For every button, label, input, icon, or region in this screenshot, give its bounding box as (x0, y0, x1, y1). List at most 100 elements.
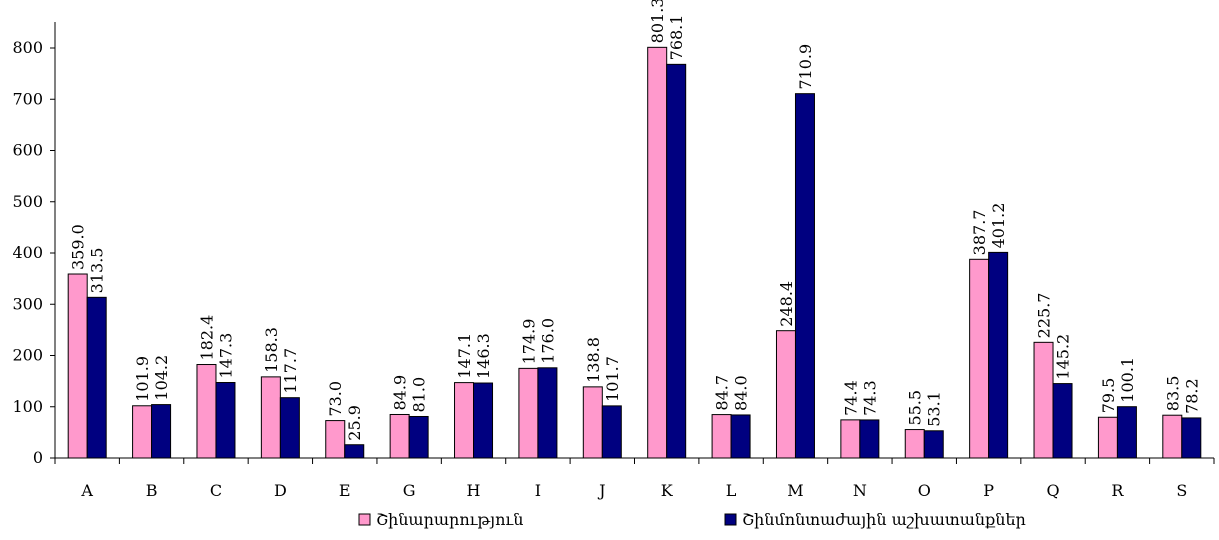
bar-installation-works (408, 415, 429, 459)
data-label: 401.2 (989, 203, 1008, 249)
data-label: 25.9 (345, 405, 364, 441)
data-label: 79.5 (1099, 378, 1118, 414)
bar-installation-works (1181, 417, 1202, 459)
x-tick-label: D (274, 481, 287, 500)
data-label: 53.1 (925, 391, 944, 427)
bar-installation-works (86, 296, 107, 459)
data-label: 147.3 (216, 333, 235, 379)
y-tick-label: 300 (12, 294, 43, 313)
bar-construction (1162, 414, 1183, 459)
bar-construction (260, 376, 281, 459)
x-tick-label: P (983, 481, 994, 500)
data-label: 81.0 (410, 377, 429, 413)
bar-construction (196, 364, 217, 459)
bar-construction (711, 414, 732, 459)
bar-installation-works (537, 367, 558, 459)
x-tick-label: G (403, 481, 416, 500)
x-tick-label: E (339, 481, 351, 500)
data-label: 147.1 (455, 333, 474, 379)
bar-installation-works (215, 382, 236, 459)
bar-construction (1097, 416, 1118, 459)
y-tick-label: 100 (12, 397, 43, 416)
x-tick-label: M (787, 481, 803, 500)
axes: 0 100 200 300 400 500 600 700 800 A B C D E G H I J K L M N O P… (12, 22, 1215, 500)
bar-installation-works (988, 251, 1009, 459)
y-tick-label: 700 (12, 89, 43, 108)
bar-construction (518, 367, 539, 459)
bar-construction (454, 382, 475, 459)
bar-construction (325, 420, 346, 459)
y-tick-label: 600 (12, 141, 43, 160)
data-label: 55.5 (906, 390, 925, 426)
data-label: 387.7 (970, 209, 989, 255)
legend: Շինարարություն Շինմոնտաժային աշխատանքներ (358, 510, 1026, 529)
bar-construction (840, 419, 861, 459)
y-tick-label: 500 (12, 192, 43, 211)
x-tick-label: I (535, 481, 541, 500)
data-label: 74.4 (841, 380, 860, 416)
bar-installation-works (1052, 383, 1073, 459)
x-tick-label: A (80, 481, 93, 500)
x-tick-label: N (853, 481, 867, 500)
data-label: 176.0 (538, 318, 557, 364)
data-label: 146.3 (474, 333, 493, 379)
bar-installation-works (344, 444, 365, 459)
bar-construction (969, 258, 990, 459)
x-tick-label: J (597, 481, 605, 500)
data-label: 182.4 (197, 315, 216, 361)
x-tick-label: C (210, 481, 222, 500)
legend-label-installation-works: Շինմոնտաժային աշխատանքներ (742, 510, 1026, 529)
bar-installation-works (923, 430, 944, 459)
bars (67, 46, 1202, 459)
data-label: 138.8 (584, 337, 603, 383)
x-tick-label: O (918, 481, 931, 500)
data-label: 313.5 (88, 248, 107, 294)
bar-construction (132, 405, 153, 459)
bar-construction (67, 273, 88, 459)
data-label: 768.1 (667, 15, 686, 61)
data-label: 74.3 (860, 380, 879, 416)
x-tick-label: H (467, 481, 481, 500)
x-tick-label: K (661, 481, 674, 500)
data-label: 78.2 (1182, 378, 1201, 414)
data-label: 83.5 (1163, 376, 1182, 412)
bar-installation-works (473, 382, 494, 459)
legend-swatch-installation-works (724, 513, 737, 526)
data-label: 710.9 (796, 44, 815, 90)
data-label: 801.3 (648, 0, 667, 43)
data-label: 117.7 (281, 348, 300, 394)
bar-installation-works (859, 419, 880, 459)
y-tick-label: 0 (33, 448, 43, 467)
bar-construction (1033, 341, 1054, 459)
data-label: 101.7 (603, 356, 622, 402)
x-tick-label: S (1176, 481, 1187, 500)
x-tick-label: L (726, 481, 737, 500)
bar-installation-works (279, 397, 300, 459)
data-label: 158.3 (262, 327, 281, 373)
data-label: 84.9 (391, 375, 410, 411)
bar-installation-works (730, 414, 751, 459)
x-tick-label: Q (1046, 481, 1059, 500)
bar-installation-works (1116, 406, 1137, 459)
bar-installation-works (666, 63, 687, 459)
data-label: 84.0 (732, 375, 751, 411)
data-label: 248.4 (777, 281, 796, 327)
bar-construction (647, 46, 668, 459)
legend-label-construction: Շինարարություն (376, 510, 523, 529)
data-label: 84.7 (713, 375, 732, 411)
bar-construction (389, 413, 410, 459)
bar-construction (775, 330, 796, 459)
data-label: 359.0 (69, 224, 88, 270)
bar-construction (904, 429, 925, 459)
y-tick-label: 400 (12, 243, 43, 262)
data-label: 174.9 (519, 319, 538, 365)
y-tick-label: 200 (12, 346, 43, 365)
y-tick-label: 800 (12, 38, 43, 57)
bar-installation-works (601, 405, 622, 459)
bar-installation-works (794, 93, 815, 459)
data-label: 104.2 (152, 355, 171, 401)
x-tick-label: B (146, 481, 158, 500)
